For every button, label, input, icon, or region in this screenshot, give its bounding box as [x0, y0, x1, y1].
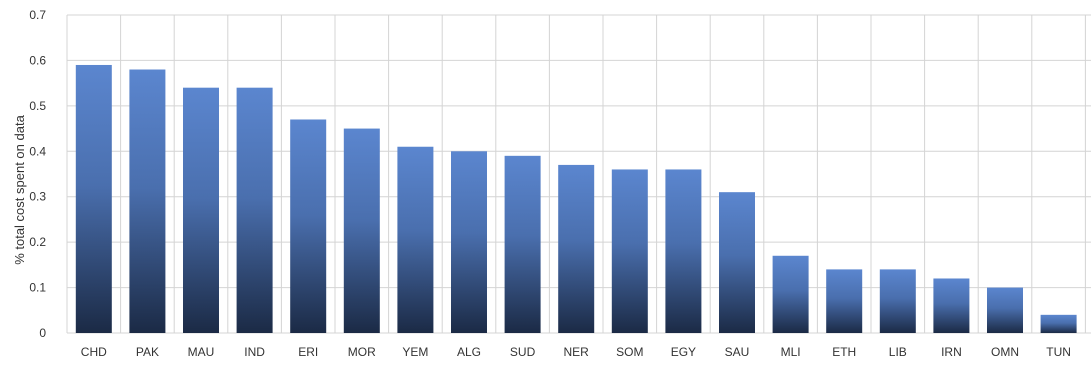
x-tick-label-mli: MLI [781, 345, 801, 359]
x-tick-label-mor: MOR [348, 345, 376, 359]
x-tick-label-pak: PAK [136, 345, 159, 359]
bar-som [611, 169, 648, 333]
y-tick-label: 0.1 [29, 281, 46, 295]
bar-eri [290, 119, 327, 333]
x-tick-label-omn: OMN [991, 345, 1019, 359]
x-tick-label-alg: ALG [457, 345, 481, 359]
x-tick-label-yem: YEM [402, 345, 428, 359]
x-tick-label-eth: ETH [832, 345, 856, 359]
bar-mli [772, 255, 809, 333]
bar-egy [665, 169, 702, 333]
x-tick-label-egy: EGY [671, 345, 696, 359]
bar-lib [879, 269, 916, 333]
bar-pak [129, 69, 166, 333]
bar-chd [75, 64, 112, 333]
y-tick-label: 0.2 [29, 235, 46, 249]
x-tick-label-ind: IND [244, 345, 265, 359]
y-tick-label: 0.6 [29, 53, 46, 67]
x-tick-label-sau: SAU [725, 345, 750, 359]
bar-ner [558, 164, 595, 333]
bars [75, 64, 1077, 333]
y-tick-label: 0.5 [29, 99, 46, 113]
y-tick-label: 0.4 [29, 144, 46, 158]
x-tick-label-eri: ERI [298, 345, 318, 359]
bar-omn [987, 287, 1023, 333]
x-tick-label-irn: IRN [941, 345, 962, 359]
x-tick-labels: CHD PAK MAU IND ERI MOR YEM ALG SUD NER SOM EGY SAU M… [81, 345, 1071, 359]
y-axis-title: % total cost spent on data [12, 114, 27, 264]
bar-alg [451, 151, 487, 333]
x-tick-label-som: SOM [616, 345, 643, 359]
y-tick-labels: 0 0.1 0.2 0.3 0.4 0.5 0.6 0.7 [29, 8, 46, 340]
y-tick-label: 0 [39, 326, 46, 340]
x-tick-label-sud: SUD [510, 345, 536, 359]
x-tick-label-lib: LIB [889, 345, 907, 359]
x-tick-label-ner: NER [564, 345, 590, 359]
bar-ind [236, 87, 273, 333]
bar-sau [719, 192, 755, 333]
x-tick-label-mau: MAU [188, 345, 215, 359]
bar-mor [343, 128, 380, 333]
y-tick-label: 0.3 [29, 190, 46, 204]
bar-yem [397, 146, 434, 333]
bar-irn [933, 278, 970, 333]
bar-eth [826, 269, 863, 333]
bar-tun [1040, 314, 1077, 333]
x-tick-label-chd: CHD [81, 345, 107, 359]
bar-mau [183, 87, 219, 333]
x-tick-label-tun: TUN [1046, 345, 1071, 359]
bar-sud [504, 155, 541, 333]
y-tick-label: 0.7 [29, 8, 46, 22]
